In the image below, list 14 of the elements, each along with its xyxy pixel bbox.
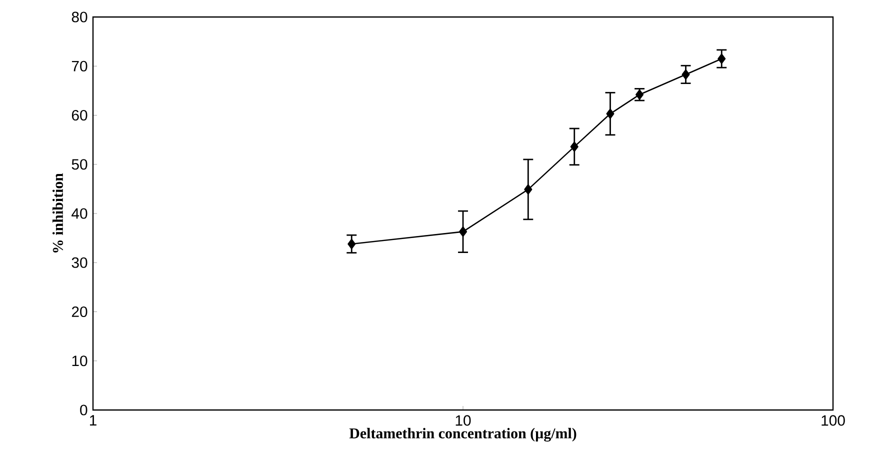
x-axis-title: Deltamethrin concentration (µg/ml) <box>349 428 576 442</box>
y-tick-label: 20 <box>72 306 88 318</box>
y-axis-title: % inhibition <box>52 173 64 252</box>
y-tick-label: 70 <box>72 60 88 72</box>
x-tick-label: 1 <box>90 415 96 426</box>
y-tick-label: 50 <box>72 159 88 170</box>
y-tick-label: 40 <box>72 208 88 219</box>
x-tick-label: 10 <box>456 415 471 426</box>
y-tick-label: 80 <box>72 12 88 22</box>
x-tick-label: 100 <box>822 415 845 426</box>
y-tick-label: 60 <box>72 110 88 121</box>
y-tick-label: 0 <box>80 404 88 416</box>
y-tick-label: 30 <box>72 257 88 268</box>
y-tick-label: 10 <box>72 356 88 366</box>
